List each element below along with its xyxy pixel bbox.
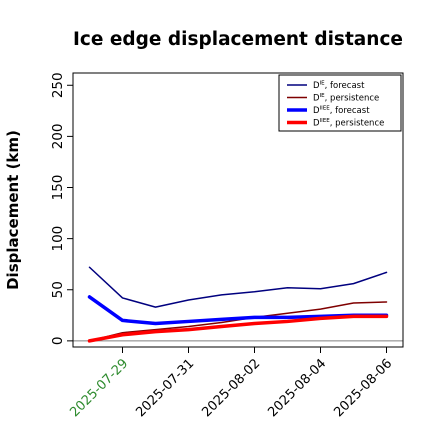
- y-tick-label: 100: [50, 226, 66, 252]
- series-line-1: [88, 266, 388, 308]
- x-tick-label: 2025-07-31: [133, 356, 197, 420]
- y-tick-label: 150: [50, 175, 66, 201]
- y-tick-label: 200: [50, 123, 66, 149]
- series-line-4: [87, 314, 389, 343]
- y-tick-label: 0: [50, 337, 66, 346]
- legend-label-1: DIE, forecast: [313, 81, 365, 92]
- x-tick-label: 2025-08-04: [265, 356, 329, 420]
- chart-title: Ice edge displacement distance: [73, 29, 403, 50]
- x-tick-label: 2025-07-29: [67, 356, 131, 420]
- y-tick-label: 250: [50, 72, 66, 98]
- plot-frame: [72, 72, 404, 348]
- x-tick-label: 2025-08-06: [331, 356, 395, 420]
- y-tick-label: 50: [50, 281, 66, 298]
- x-tick-label: 2025-08-02: [199, 356, 263, 420]
- legend-label-3: DIIEE, forecast: [313, 106, 370, 117]
- legend-label-4: DIIEE, persistence: [313, 118, 384, 129]
- y-axis-label: Displacement (km): [4, 130, 22, 290]
- plot-area: [73, 266, 403, 343]
- legend-label-2: DIE, persistence: [313, 93, 379, 104]
